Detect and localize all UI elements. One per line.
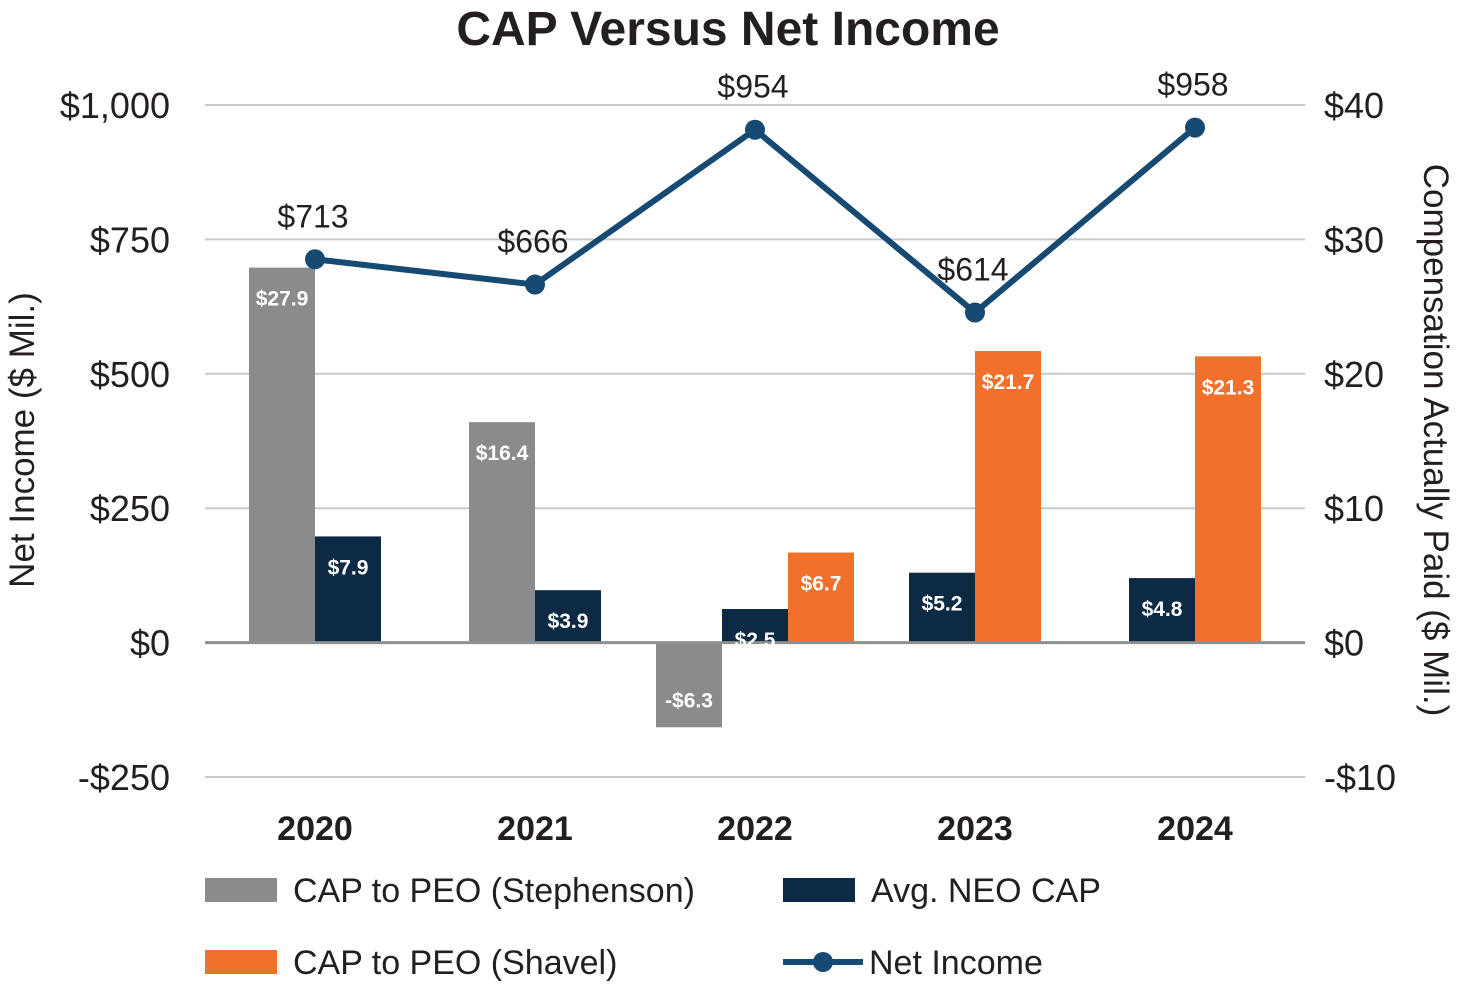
left-axis-label: Net Income ($ Mil.) (3, 292, 42, 588)
chart-title: CAP Versus Net Income (456, 3, 999, 56)
legend-swatch-avg-neo-cap (783, 878, 855, 902)
left-tick-label: $1,000 (60, 85, 170, 126)
bar-avg-neo-cap-2020 (315, 536, 381, 643)
net-income-value-label: $958 (1157, 67, 1228, 103)
bar-value-label: $2.5 (735, 629, 776, 652)
category-label-2024: 2024 (1157, 810, 1233, 848)
bar-avg-neo-cap-2021 (535, 590, 601, 643)
category-axis-labels: 2020 2021 2022 2023 2024 (277, 810, 1233, 848)
legend-marker-net-income (813, 952, 833, 972)
bar-value-label: $6.7 (801, 573, 842, 596)
bars (249, 267, 1261, 728)
legend-label-cap-to-peo-shavel: CAP to PEO (Shavel) (293, 944, 617, 982)
net-income-value-label: $713 (277, 198, 348, 234)
right-tick-label: $40 (1324, 85, 1384, 126)
bar-cap-to-peo-stephenson-2022 (656, 642, 722, 728)
net-income-line-series: $713 $666 $954 $614 $958 (277, 67, 1229, 323)
net-income-point-2021 (525, 274, 545, 295)
bar-cap-to-peo-stephenson-2020 (249, 267, 315, 643)
legend-label-cap-to-peo-stephenson: CAP to PEO (Stephenson) (293, 872, 695, 910)
bar-value-label: $7.9 (328, 556, 369, 579)
gridlines (205, 104, 1305, 778)
left-tick-label: -$250 (78, 757, 170, 798)
net-income-value-label: $666 (497, 224, 568, 260)
left-tick-label: $0 (130, 623, 170, 664)
bar-cap-to-peo-shavel-2024 (1195, 356, 1261, 643)
right-tick-label: $20 (1324, 354, 1384, 395)
bar-value-label: $5.2 (922, 593, 963, 616)
bar-avg-neo-cap-2023 (909, 572, 975, 643)
bar-value-label: $4.8 (1142, 598, 1183, 621)
net-income-point-2024 (1185, 117, 1205, 138)
bar-value-label: $27.9 (256, 288, 309, 311)
bar-avg-neo-cap-2022 (722, 609, 788, 643)
right-tick-label: -$10 (1324, 757, 1396, 798)
category-label-2021: 2021 (497, 810, 573, 848)
left-tick-label: $250 (90, 488, 170, 529)
bar-cap-to-peo-shavel-2023 (975, 350, 1041, 643)
left-tick-label: $500 (90, 354, 170, 395)
left-axis-ticks: $1,000 $750 $500 $250 $0 -$250 (60, 85, 170, 798)
right-tick-label: $30 (1324, 219, 1384, 260)
bar-cap-to-peo-shavel-2022 (788, 552, 854, 643)
net-income-value-label: $614 (937, 252, 1008, 288)
net-income-point-2020 (305, 249, 325, 270)
net-income-value-label: $954 (717, 69, 788, 105)
category-label-2023: 2023 (937, 810, 1013, 848)
category-label-2022: 2022 (717, 810, 793, 848)
right-tick-label: $0 (1324, 623, 1364, 664)
legend: CAP to PEO (Stephenson) Avg. NEO CAP CAP t… (205, 872, 1101, 982)
legend-swatch-cap-to-peo-shavel (205, 950, 277, 974)
bar-value-label: $21.7 (982, 371, 1035, 394)
bar-value-label: -$6.3 (665, 689, 713, 712)
net-income-point-2023 (965, 302, 985, 323)
right-axis-label: Compensation Actually Paid ($ Mil.) (1416, 164, 1455, 716)
right-axis-ticks: $40 $30 $20 $10 $0 -$10 (1324, 85, 1396, 798)
net-income-line (314, 125, 1197, 316)
bar-value-label: $3.9 (548, 610, 589, 633)
bar-value-labels: $27.9 $7.9 $16.4 $3.9 -$6.3 $2.5 $6.7 $5.2 $21.7… (256, 288, 1255, 713)
legend-swatch-cap-to-peo-stephenson (205, 878, 277, 902)
left-tick-label: $750 (90, 219, 170, 260)
bar-value-label: $16.4 (476, 442, 529, 465)
net-income-point-2022 (745, 119, 765, 140)
legend-label-avg-neo-cap: Avg. NEO CAP (871, 872, 1101, 910)
bar-cap-to-peo-stephenson-2021 (469, 422, 535, 643)
bar-avg-neo-cap-2024 (1129, 578, 1195, 643)
bar-value-label: $21.3 (1202, 376, 1255, 399)
legend-label-net-income: Net Income (869, 944, 1043, 982)
right-tick-label: $10 (1324, 488, 1384, 529)
category-label-2020: 2020 (277, 810, 353, 848)
